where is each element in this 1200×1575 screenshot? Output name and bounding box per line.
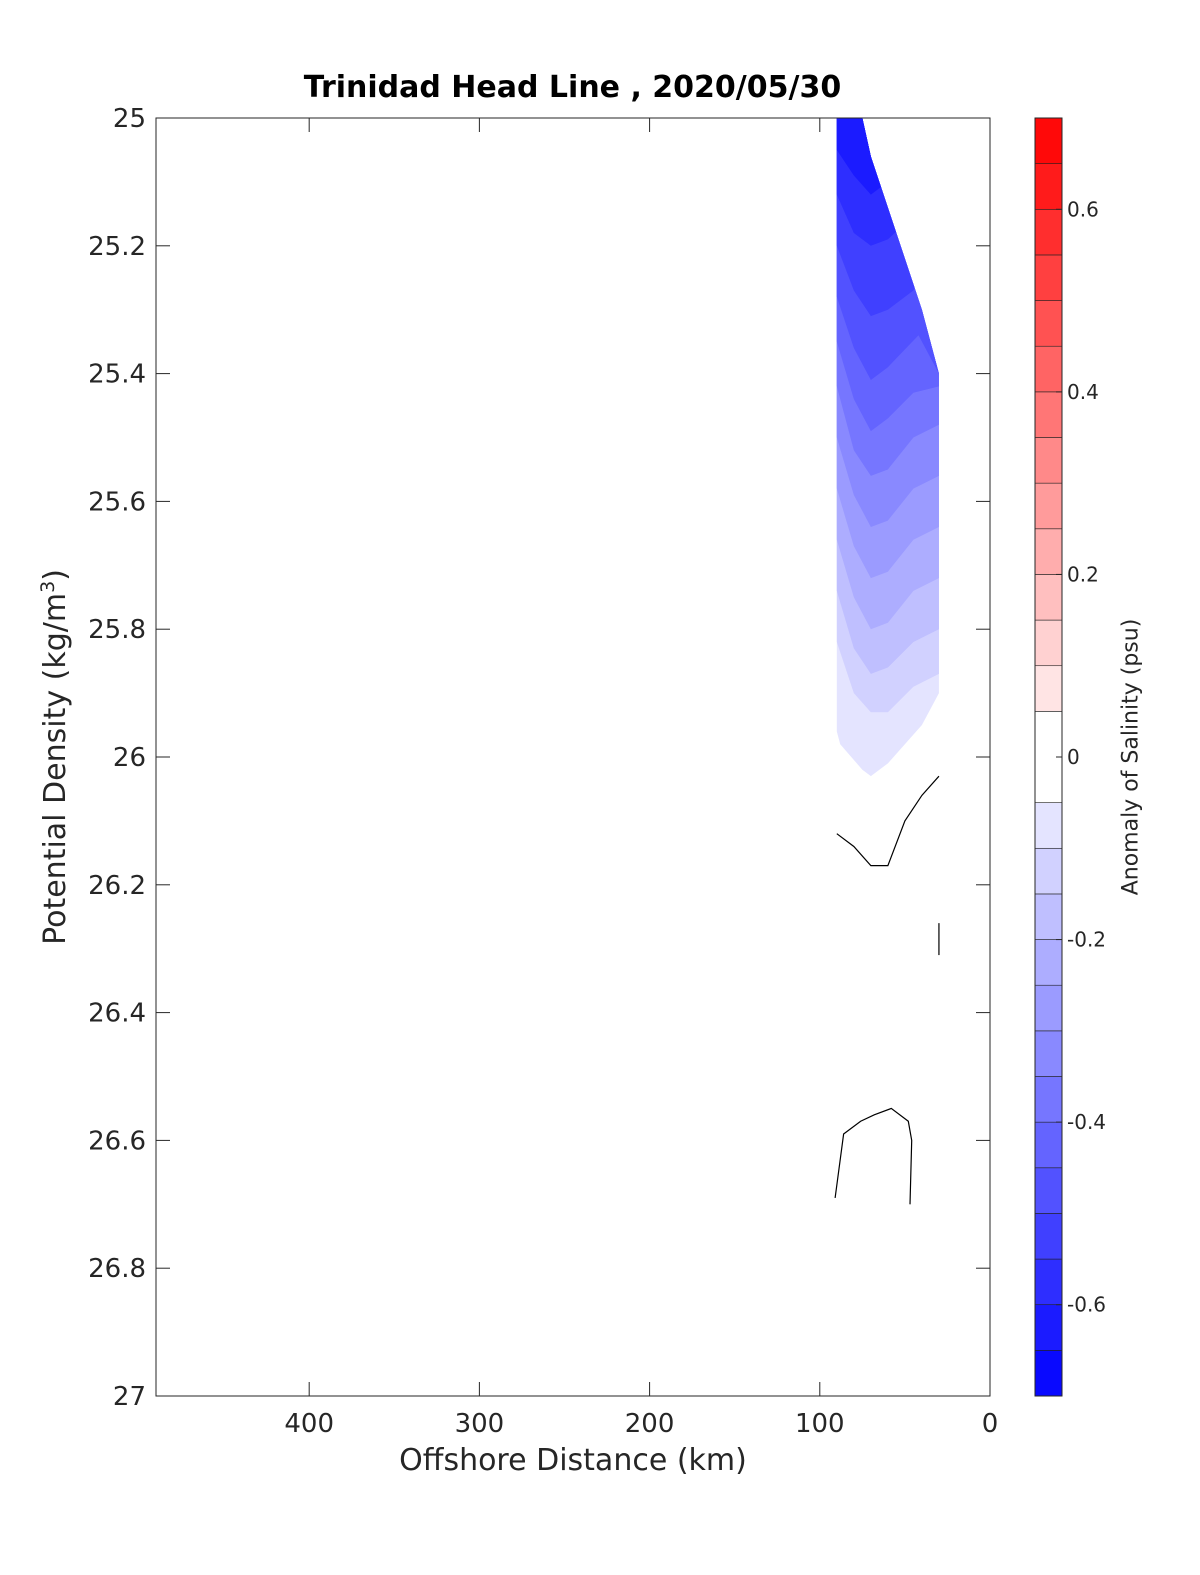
colorbar-segment [1034, 163, 1063, 210]
y-tick-label: 26.6 [88, 1126, 146, 1156]
y-axis: 25 25.2 25.4 25.6 25.8 26 26.2 26.4 26.6 26.8 27 [88, 104, 990, 1412]
x-axis: 400 300 200 100 0 [284, 118, 998, 1439]
x-tick-label: 300 [455, 1409, 505, 1439]
colorbar: 0.6 0.4 0.2 0 -0.2 -0.4 -0.6 [1034, 117, 1106, 1397]
y-axis-label-main: Potential Density (kg/m [38, 592, 73, 945]
chart-title: Trinidad Head Line , 2020/05/30 [303, 70, 842, 105]
y-axis-label-sup: 3 [37, 580, 59, 593]
x-tick-label: 400 [284, 1409, 334, 1439]
contour-band [836, 118, 939, 157]
contour-band [836, 118, 939, 195]
colorbar-segment [1034, 939, 1063, 986]
colorbar-segment [1034, 208, 1063, 256]
zero-contour-line [834, 1107, 913, 1205]
y-tick-label: 25.8 [88, 615, 146, 645]
y-tick-label: 25.2 [88, 232, 146, 262]
contour-bands [836, 118, 939, 713]
y-tick-label: 27 [113, 1382, 146, 1412]
colorbar-segment [1034, 984, 1063, 1032]
x-tick-label: 0 [982, 1409, 999, 1439]
x-tick-label: 200 [625, 1409, 675, 1439]
colorbar-segment [1034, 1030, 1063, 1077]
colorbar-segment [1034, 1167, 1063, 1214]
colorbar-segment [1034, 802, 1063, 849]
colorbar-tick-label: 0.2 [1067, 562, 1099, 586]
colorbar-tick-label: -0.6 [1067, 1293, 1106, 1317]
y-tick-label: 25.6 [88, 487, 146, 517]
y-tick-label: 26.8 [88, 1254, 146, 1284]
colorbar-segment [1034, 345, 1063, 393]
colorbar-segment [1034, 391, 1063, 438]
colorbar-segment [1034, 300, 1063, 347]
colorbar-segment [1034, 619, 1063, 667]
colorbar-segment [1034, 482, 1063, 530]
colorbar-segment [1034, 574, 1063, 621]
y-axis-label-tail: ) [38, 569, 73, 581]
colorbar-tick-label: -0.2 [1067, 928, 1106, 952]
colorbar-segment [1034, 528, 1063, 575]
colorbar-tick-label: 0.4 [1067, 380, 1099, 404]
colorbar-segment [1034, 117, 1063, 164]
y-axis-label: Potential Density (kg/m3) [37, 569, 73, 945]
colorbar-segment [1034, 1350, 1063, 1397]
x-axis-label: Offshore Distance (km) [399, 1443, 747, 1478]
y-tick-label: 26.2 [88, 871, 146, 901]
colorbar-segment [1034, 1076, 1063, 1123]
y-tick-label: 26 [113, 743, 146, 773]
colorbar-tick-label: 0 [1067, 745, 1080, 769]
colorbar-segment [1034, 665, 1063, 712]
colorbar-segment [1034, 437, 1063, 484]
colorbar-segment [1034, 254, 1063, 301]
zero-contours [834, 775, 940, 1205]
colorbar-segment [1034, 847, 1063, 895]
colorbar-tick-label: -0.4 [1067, 1110, 1106, 1134]
y-tick-label: 25 [113, 104, 146, 134]
x-tick-label: 100 [795, 1409, 845, 1439]
y-tick-label: 25.4 [88, 360, 146, 390]
y-tick-label: 26.4 [88, 999, 146, 1029]
colorbar-segment [1034, 1213, 1063, 1260]
colorbar-segment [1034, 1304, 1063, 1351]
colorbar-tick-label: 0.6 [1067, 197, 1099, 221]
contour-band [836, 118, 939, 317]
colorbar-segment [1034, 893, 1063, 940]
colorbar-segment [1034, 1258, 1063, 1306]
zero-contour-line [836, 775, 940, 867]
plot-area [836, 118, 939, 777]
colorbar-segment [1034, 1121, 1063, 1169]
colorbar-label: Anomaly of Salinity (psu) [1118, 618, 1144, 896]
contour-band [836, 118, 939, 246]
